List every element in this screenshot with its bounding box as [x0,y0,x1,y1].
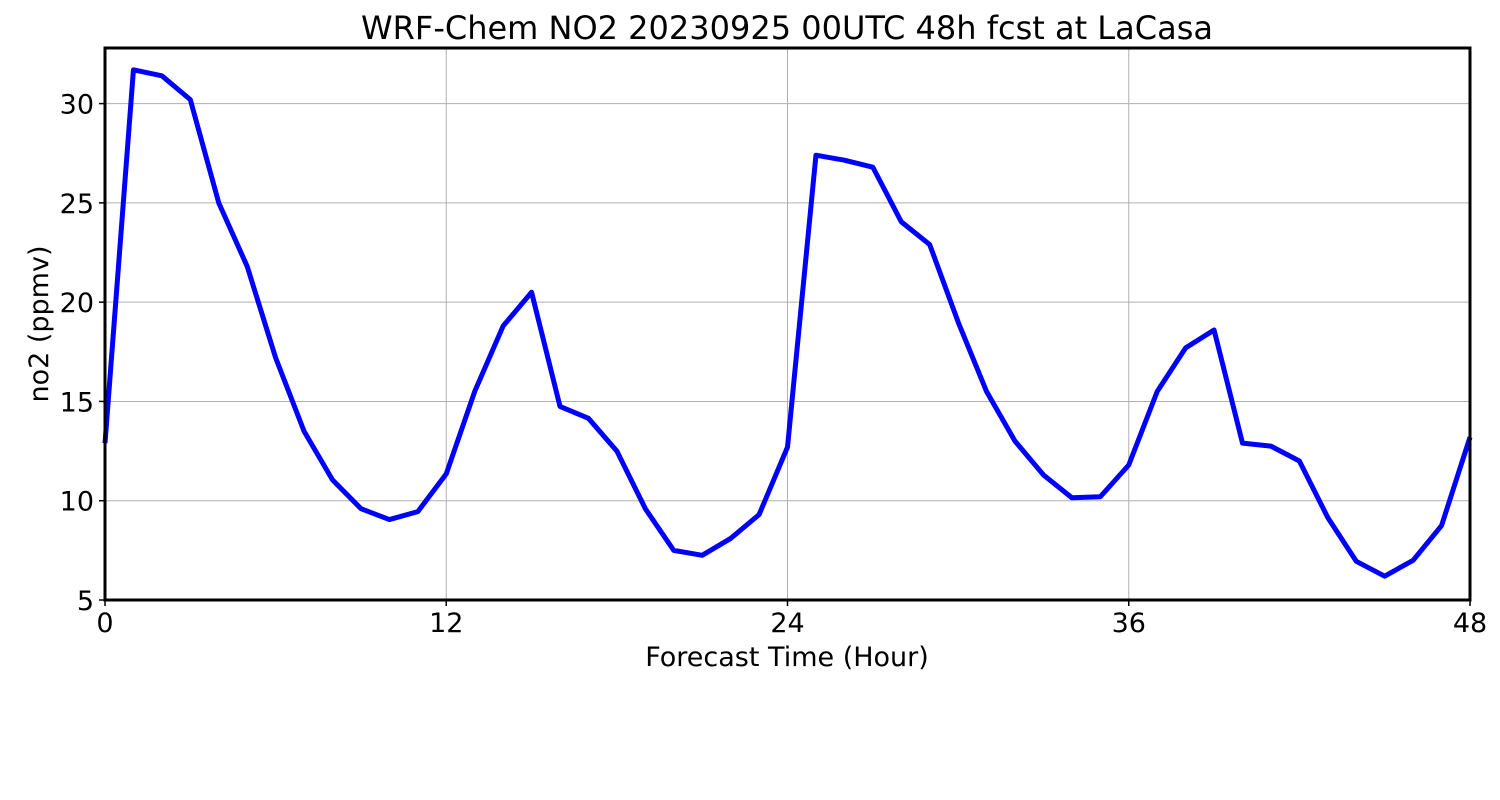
grid-layer [104,48,1471,601]
y-tick-label: 15 [60,387,94,418]
y-tick-label: 5 [77,586,94,617]
x-axis-label: Forecast Time (Hour) [645,642,929,673]
y-axis-label: no2 (ppmv) [24,245,55,402]
y-tick-label: 10 [60,487,94,518]
y-tick-label: 25 [60,189,94,220]
x-tick-label: 12 [429,608,463,639]
x-tick-label: 24 [770,608,804,639]
series-line [102,67,1473,579]
x-tick-label: 0 [96,608,113,639]
series-layer [102,67,1473,579]
x-tick-label: 36 [1112,608,1146,639]
tick-layer: 0 12 24 36 48 5 10 15 20 25 30 [60,90,1488,639]
chart-title: WRF-Chem NO2 20230925 00UTC 48h fcst at … [361,9,1213,47]
x-tick-label: 48 [1453,608,1487,639]
y-tick-label: 30 [60,90,94,121]
y-tick-label: 20 [60,288,94,319]
